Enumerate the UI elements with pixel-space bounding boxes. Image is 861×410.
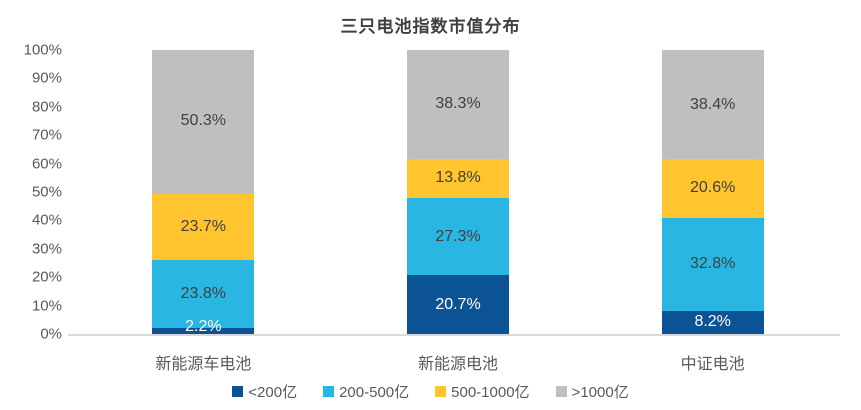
y-axis-tick: 0% [40, 325, 62, 343]
segment-value-label: 13.8% [435, 169, 481, 187]
bar-segment: 13.8% [407, 158, 509, 198]
y-axis-tick: 20% [31, 268, 62, 286]
x-axis-line [68, 334, 840, 336]
segment-value-label: 38.3% [435, 95, 481, 113]
stacked-bar: 50.3% 23.7% 23.8% 2.2% [152, 50, 255, 335]
x-axis-category-label: 新能源车电池 [155, 356, 252, 373]
bar-segment: 38.4% [661, 50, 764, 160]
legend-label: >1000亿 [571, 384, 629, 401]
chart-title: 三只电池指数市值分布 [340, 17, 521, 36]
bar-segment: 38.3% [407, 50, 509, 159]
x-axis-labels: 新能源车电池 新能源电池 中证电池 [76, 350, 840, 374]
legend: <200亿 200-500亿 500-1000亿 >1000亿 [0, 381, 861, 402]
legend-item: <200亿 [232, 381, 297, 402]
bar-segment: 32.8% [661, 217, 764, 311]
y-axis-tick: 40% [31, 211, 62, 229]
legend-marker-icon [435, 386, 447, 397]
y-axis-tick: 10% [31, 297, 62, 315]
y-axis-tick: 90% [31, 69, 62, 87]
segment-value-label: 20.6% [689, 179, 736, 197]
segment-value-label: 8.2% [694, 313, 731, 331]
bar-segment: 23.7% [152, 192, 255, 261]
segment-value-label: 23.7% [180, 217, 227, 235]
segment-value-label: 20.7% [435, 295, 481, 313]
bar-segment: 20.6% [661, 159, 764, 218]
y-axis-tick: 100% [23, 41, 62, 59]
y-axis-tick: 80% [31, 98, 62, 116]
legend-marker-icon [555, 386, 567, 397]
y-axis-tick: 50% [31, 183, 62, 201]
bar-segment: 8.2% [661, 310, 764, 334]
plot-area: 50.3% 23.7% 23.8% 2.2% 38.3% 13.8% 27.3% 20.7% 3… [76, 50, 840, 335]
segment-value-label: 32.8% [689, 255, 736, 273]
bar-slot: 38.4% 20.6% 32.8% 8.2% [585, 50, 840, 334]
y-axis-tick: 30% [31, 240, 62, 258]
segment-value-label: 50.3% [180, 112, 227, 130]
y-axis-tick: 60% [31, 155, 62, 173]
segment-value-label: 23.8% [180, 284, 227, 302]
stacked-bar: 38.4% 20.6% 32.8% 8.2% [661, 50, 764, 334]
stacked-bar: 38.3% 13.8% 27.3% 20.7% [407, 50, 509, 334]
bar-segment: 23.8% [152, 260, 255, 328]
legend-label: 500-1000亿 [451, 384, 530, 401]
legend-label: <200亿 [248, 384, 298, 401]
bar-slot: 50.3% 23.7% 23.8% 2.2% [76, 50, 331, 335]
y-axis: 100% 90% 80% 70% 60% 50% 40% 30% 20% 10% 0% [0, 42, 62, 343]
x-axis-category-label: 中证电池 [680, 356, 745, 373]
legend-item: >1000亿 [555, 381, 629, 402]
legend-marker-icon [323, 386, 335, 397]
y-axis-tick: 70% [31, 126, 62, 144]
x-axis-category-label: 新能源电池 [418, 356, 499, 373]
legend-marker-icon [232, 386, 244, 397]
bar-segment: 20.7% [407, 275, 509, 334]
bar-segment: 50.3% [152, 50, 255, 193]
legend-label: 200-500亿 [339, 384, 410, 401]
bar-segment: 27.3% [407, 197, 509, 276]
legend-item: 200-500亿 [323, 381, 409, 402]
bar-slot: 38.3% 13.8% 27.3% 20.7% [331, 50, 586, 334]
segment-value-label: 27.3% [435, 227, 481, 245]
segment-value-label: 38.4% [689, 95, 736, 113]
legend-item: 500-1000亿 [435, 381, 530, 402]
